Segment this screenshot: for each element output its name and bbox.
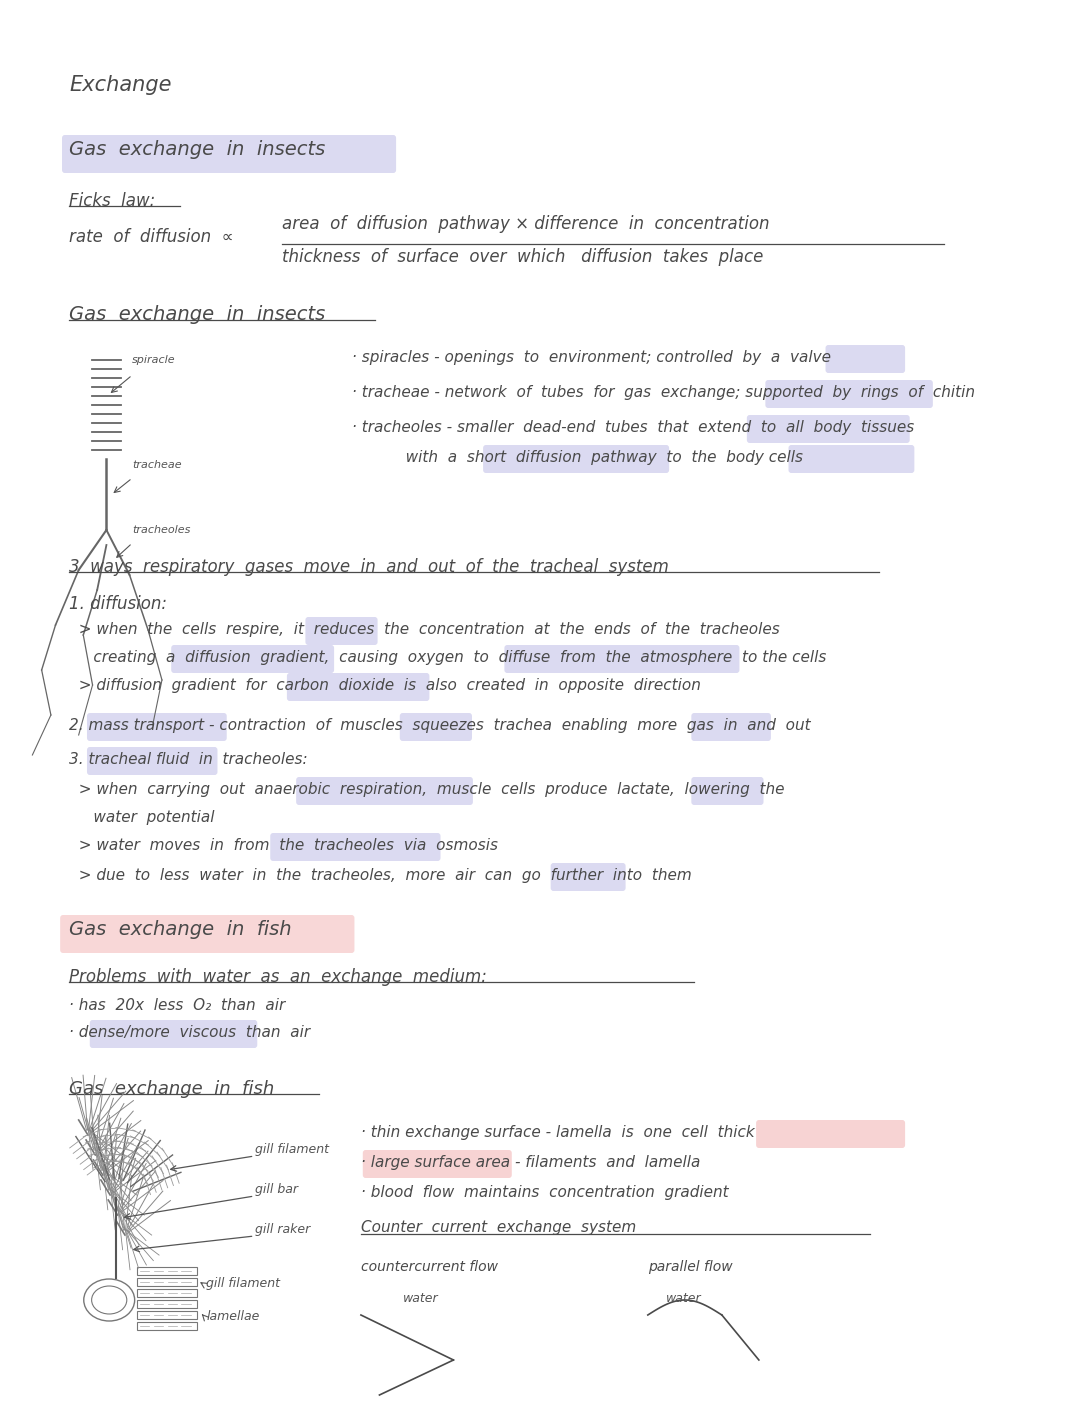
Text: gill bar: gill bar — [255, 1183, 297, 1196]
FancyBboxPatch shape — [172, 645, 334, 674]
Text: Gas  exchange  in  fish: Gas exchange in fish — [69, 921, 292, 939]
Text: > when  the  cells  respire,  it  reduces  the  concentration  at  the  ends  of: > when the cells respire, it reduces the… — [69, 623, 780, 637]
FancyBboxPatch shape — [363, 1149, 512, 1178]
Text: Gas  exchange  in  fish: Gas exchange in fish — [69, 1080, 274, 1099]
Text: 3  ways  respiratory  gases  move  in  and  out  of  the  tracheal  system: 3 ways respiratory gases move in and out… — [69, 558, 670, 576]
Bar — [137, 1289, 198, 1298]
FancyBboxPatch shape — [87, 713, 227, 741]
Bar — [137, 1310, 198, 1319]
Text: Problems  with  water  as  an  exchange  medium:: Problems with water as an exchange mediu… — [69, 969, 487, 986]
Text: > due  to  less  water  in  the  tracheoles,  more  air  can  go  further  into : > due to less water in the tracheoles, m… — [69, 868, 692, 882]
Text: Ficks  law:: Ficks law: — [69, 192, 156, 210]
Text: Counter  current  exchange  system: Counter current exchange system — [361, 1220, 636, 1236]
FancyBboxPatch shape — [306, 617, 378, 645]
FancyBboxPatch shape — [87, 747, 217, 775]
Text: Gas  exchange  in  insects: Gas exchange in insects — [69, 140, 326, 160]
Text: water: water — [403, 1292, 438, 1305]
Text: 1. diffusion:: 1. diffusion: — [69, 594, 167, 613]
FancyBboxPatch shape — [60, 915, 354, 953]
Text: · blood  flow  maintains  concentration  gradient: · blood flow maintains concentration gra… — [361, 1185, 729, 1200]
Text: water  potential: water potential — [69, 810, 215, 825]
FancyBboxPatch shape — [691, 777, 764, 805]
Text: · thin exchange surface - lamella  is  one  cell  thick: · thin exchange surface - lamella is one… — [361, 1125, 755, 1139]
FancyBboxPatch shape — [400, 713, 472, 741]
Text: > water  moves  in  from  the  tracheoles  via  osmosis: > water moves in from the tracheoles via… — [69, 837, 498, 853]
Text: parallel flow: parallel flow — [648, 1260, 732, 1274]
Text: · dense/more  viscous  than  air: · dense/more viscous than air — [69, 1025, 311, 1041]
Text: > diffusion  gradient  for  carbon  dioxide  is  also  created  in  opposite  di: > diffusion gradient for carbon dioxide … — [69, 678, 701, 693]
Text: rate  of  diffusion  ∝: rate of diffusion ∝ — [69, 227, 234, 246]
FancyBboxPatch shape — [483, 445, 670, 473]
Text: gill filament: gill filament — [255, 1142, 328, 1156]
FancyBboxPatch shape — [62, 136, 396, 174]
FancyBboxPatch shape — [551, 863, 625, 891]
FancyBboxPatch shape — [747, 415, 909, 443]
Bar — [137, 1278, 198, 1286]
Text: > when  carrying  out  anaerobic  respiration,  muscle  cells  produce  lactate,: > when carrying out anaerobic respiratio… — [69, 782, 785, 796]
Text: · tracheae - network  of  tubes  for  gas  exchange; supported  by  rings  of  c: · tracheae - network of tubes for gas ex… — [352, 385, 974, 400]
Text: spiracle: spiracle — [133, 354, 176, 364]
FancyBboxPatch shape — [825, 345, 905, 373]
Text: thickness  of  surface  over  which   diffusion  takes  place: thickness of surface over which diffusio… — [282, 249, 764, 265]
Text: with  a  short  diffusion  pathway  to  the  body cells: with a short diffusion pathway to the bo… — [352, 450, 802, 465]
Text: lamellae: lamellae — [206, 1310, 260, 1323]
Text: tracheae: tracheae — [133, 460, 181, 470]
Text: 2. mass transport - contraction  of  muscles  squeezes  trachea  enabling  more : 2. mass transport - contraction of muscl… — [69, 717, 811, 733]
Bar — [137, 1267, 198, 1275]
Text: water: water — [666, 1292, 702, 1305]
FancyBboxPatch shape — [756, 1120, 905, 1148]
Text: gill raker: gill raker — [255, 1223, 310, 1236]
FancyBboxPatch shape — [691, 713, 771, 741]
Text: · spiracles - openings  to  environment; controlled  by  a  valve: · spiracles - openings to environment; c… — [352, 350, 831, 364]
Text: countercurrent flow: countercurrent flow — [361, 1260, 498, 1274]
FancyBboxPatch shape — [788, 445, 915, 473]
FancyBboxPatch shape — [766, 380, 933, 408]
Text: · large surface area - filaments  and  lamella: · large surface area - filaments and lam… — [361, 1155, 700, 1171]
Bar — [137, 1300, 198, 1308]
Text: Exchange: Exchange — [69, 75, 172, 95]
FancyBboxPatch shape — [270, 833, 441, 861]
Text: 3. tracheal fluid  in  tracheoles:: 3. tracheal fluid in tracheoles: — [69, 753, 308, 767]
Text: · has  20x  less  O₂  than  air: · has 20x less O₂ than air — [69, 998, 285, 1012]
FancyBboxPatch shape — [90, 1019, 257, 1048]
FancyBboxPatch shape — [504, 645, 740, 674]
Bar — [137, 1322, 198, 1330]
FancyBboxPatch shape — [296, 777, 473, 805]
Text: tracheoles: tracheoles — [133, 525, 191, 535]
FancyBboxPatch shape — [287, 674, 430, 700]
Text: Gas  exchange  in  insects: Gas exchange in insects — [69, 305, 326, 323]
Text: · tracheoles - smaller  dead-end  tubes  that  extend  to  all  body  tissues: · tracheoles - smaller dead-end tubes th… — [352, 419, 914, 435]
Text: creating  a  diffusion  gradient,  causing  oxygen  to  diffuse  from  the  atmo: creating a diffusion gradient, causing o… — [69, 650, 827, 665]
Text: area  of  diffusion  pathway × difference  in  concentration: area of diffusion pathway × difference i… — [282, 215, 770, 233]
Text: gill filament: gill filament — [206, 1276, 281, 1291]
